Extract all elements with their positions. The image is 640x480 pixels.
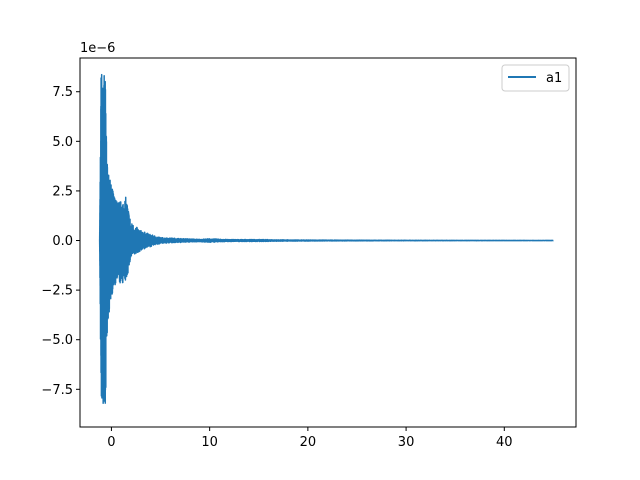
- legend-label-a1: a1: [546, 71, 562, 86]
- y-axis: −7.5 −5.0 −2.5 0.0 2.5 5.0 7.5: [41, 85, 80, 398]
- x-tick-label-0: 0: [107, 435, 115, 450]
- y-tick-label-5: 5.0: [52, 135, 73, 150]
- y-tick-label-1: −5.0: [41, 333, 73, 348]
- x-tick-label-3: 30: [398, 435, 415, 450]
- x-tick-label-1: 10: [201, 435, 218, 450]
- plot-content: [98, 73, 554, 404]
- x-tick-label-4: 40: [496, 435, 513, 450]
- y-tick-label-3: 0.0: [52, 234, 73, 249]
- y-tick-label-6: 7.5: [52, 85, 73, 100]
- y-tick-label-4: 2.5: [52, 184, 73, 199]
- series-line-a1: [98, 73, 554, 404]
- x-axis: 0 10 20 30 40: [107, 427, 513, 450]
- y-tick-label-2: −2.5: [41, 284, 73, 299]
- x-tick-label-2: 20: [300, 435, 317, 450]
- y-tick-label-0: −7.5: [41, 383, 73, 398]
- legend: a1: [501, 64, 570, 92]
- axes-frame: [79, 57, 577, 428]
- y-offset-label: 1e−6: [80, 41, 115, 56]
